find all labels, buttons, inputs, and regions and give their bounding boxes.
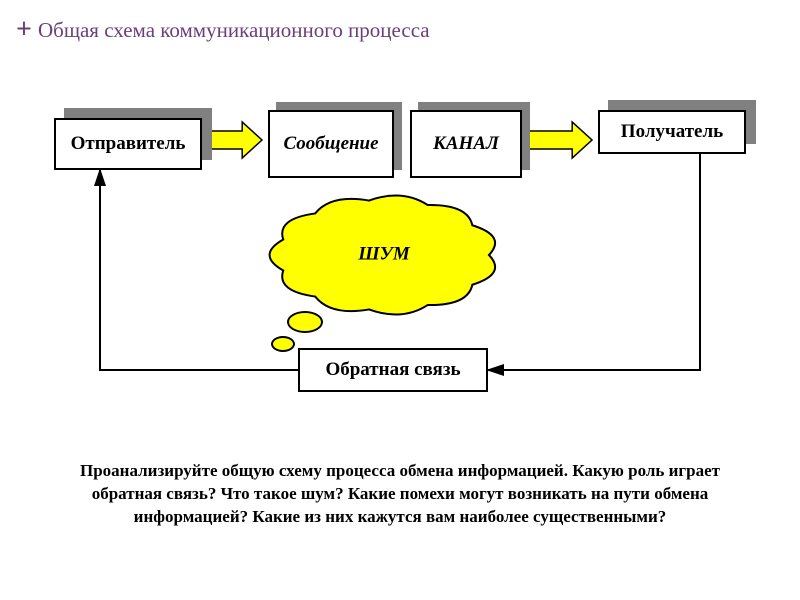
box-receiver-label: Получатель [621, 121, 723, 143]
box-message: Сообщение [268, 110, 394, 178]
box-feedback: Обратная связь [298, 348, 488, 392]
arrow-channel-to-receiver [524, 122, 592, 158]
arrow-sender-to-message [204, 122, 262, 158]
box-sender-label: Отправитель [71, 133, 186, 155]
question-text: Проанализируйте общую схему процесса обм… [60, 460, 740, 529]
box-feedback-label: Обратная связь [325, 359, 460, 381]
plus-icon: + [16, 14, 32, 46]
box-sender: Отправитель [54, 118, 202, 170]
thought-bubble-2 [271, 336, 295, 352]
box-channel-label: КАНАЛ [433, 133, 499, 155]
svg-text:ШУМ: ШУМ [357, 243, 411, 264]
thought-bubble-1 [287, 311, 323, 333]
communication-diagram: Отправитель Сообщение КАНАЛ Получатель О… [0, 80, 800, 440]
box-channel: КАНАЛ [410, 110, 522, 178]
title-text: Общая схема коммуникационного процесса [38, 18, 430, 43]
slide-title: + Общая схема коммуникационного процесса [16, 14, 430, 46]
box-message-label: Сообщение [283, 133, 378, 155]
box-receiver: Получатель [598, 110, 746, 154]
noise-cloud: ШУМ [259, 180, 509, 330]
